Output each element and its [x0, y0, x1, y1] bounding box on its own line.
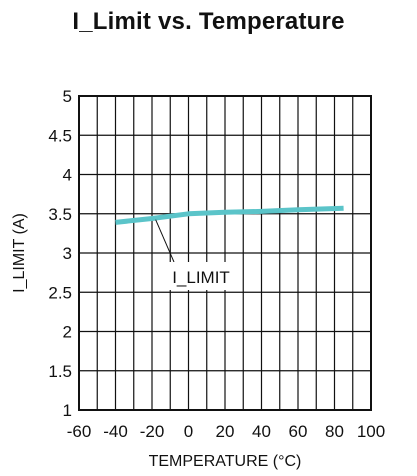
grid: [79, 96, 371, 410]
y-axis-label: I_LIMIT (A): [11, 213, 28, 293]
y-tick-label: 3.5: [48, 205, 72, 224]
plot-frame: [78, 95, 372, 411]
annotation: I_LIMIT: [155, 219, 240, 290]
annotation-box: [162, 262, 240, 290]
tick-labels: -60 -40 -20 0 20 40 60 80 100 1 1.5 2 2.5 3 3.5 4 4.5 5: [48, 87, 385, 441]
x-tick-label: 20: [216, 422, 235, 441]
y-tick-label: 4: [63, 166, 72, 185]
y-tick-label: 2: [63, 323, 72, 342]
x-tick-label: -20: [140, 422, 165, 441]
series-line: [115, 205, 344, 225]
x-axis-label: TEMPERATURE (°C): [149, 453, 302, 470]
y-tick-label: 5: [63, 87, 72, 106]
y-tick-label: 1.5: [48, 362, 72, 381]
x-tick-label: 60: [289, 422, 308, 441]
x-tick-label: 80: [325, 422, 344, 441]
x-tick-label: -40: [103, 422, 128, 441]
x-tick-label: 40: [252, 422, 271, 441]
annotation-label: I_LIMIT: [172, 268, 230, 287]
x-tick-label: 0: [184, 422, 193, 441]
y-tick-label: 4.5: [48, 126, 72, 145]
chart-title: I_Limit vs. Temperature: [72, 8, 345, 35]
y-tick-label: 1: [63, 401, 72, 420]
y-tick-label: 3: [63, 244, 72, 263]
y-tick-label: 2.5: [48, 283, 72, 302]
series: [115, 205, 344, 225]
annotation-leader: [155, 219, 175, 263]
x-tick-label: -60: [67, 422, 92, 441]
x-tick-label: 100: [357, 422, 385, 441]
